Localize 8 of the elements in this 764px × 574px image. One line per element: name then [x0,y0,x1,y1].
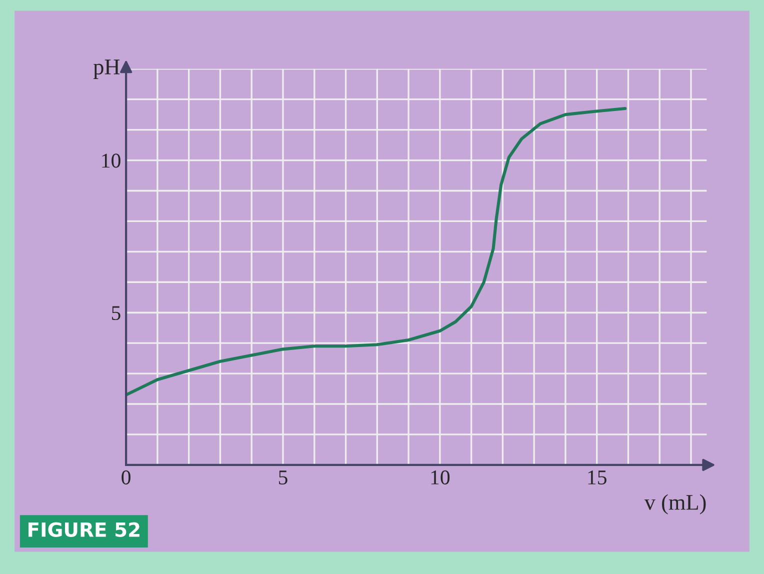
x-tick-label: 0 [122,470,130,484]
line-series [126,106,627,396]
x-tick-label: 10 [431,470,450,484]
x-tick-label: 15 [588,470,606,484]
x-tick-label: 5 [278,470,288,484]
caption: FIGURE 52 [28,522,140,537]
x-axis-title: v (mL) [644,494,706,514]
y-axis-title: pH [93,60,120,79]
